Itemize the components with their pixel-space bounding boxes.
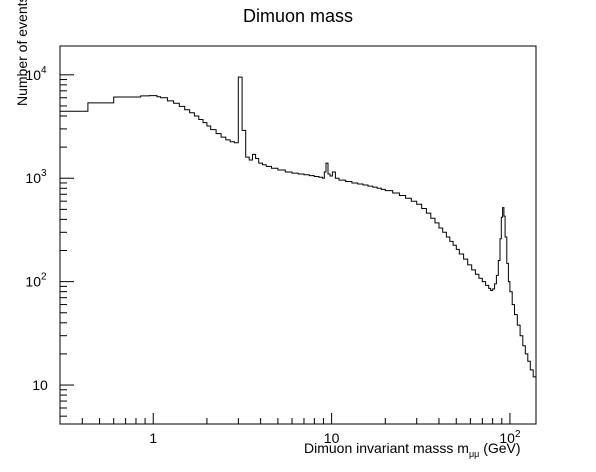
histogram-series-line [60, 76, 537, 381]
y-tick-label: 10 [32, 377, 48, 393]
x-axis-label-prefix: Dimuon invariant masss m [304, 440, 469, 456]
x-tick-label: 102 [499, 429, 521, 446]
x-axis-label-subscript: μμ [468, 448, 480, 459]
chart-title: Dimuon mass [242, 6, 354, 26]
y-tick-label: 103 [25, 168, 47, 186]
x-tick-label: 1 [149, 430, 157, 446]
x-tick-label: 10 [324, 430, 340, 446]
y-tick-label: 102 [25, 272, 47, 290]
y-tick-label: 104 [25, 65, 47, 83]
x-axis-label: Dimuon invariant masss mμμ (GeV) [304, 440, 521, 459]
plot-frame [59, 45, 537, 425]
x-axis-label-suffix: (GeV) [479, 440, 521, 456]
